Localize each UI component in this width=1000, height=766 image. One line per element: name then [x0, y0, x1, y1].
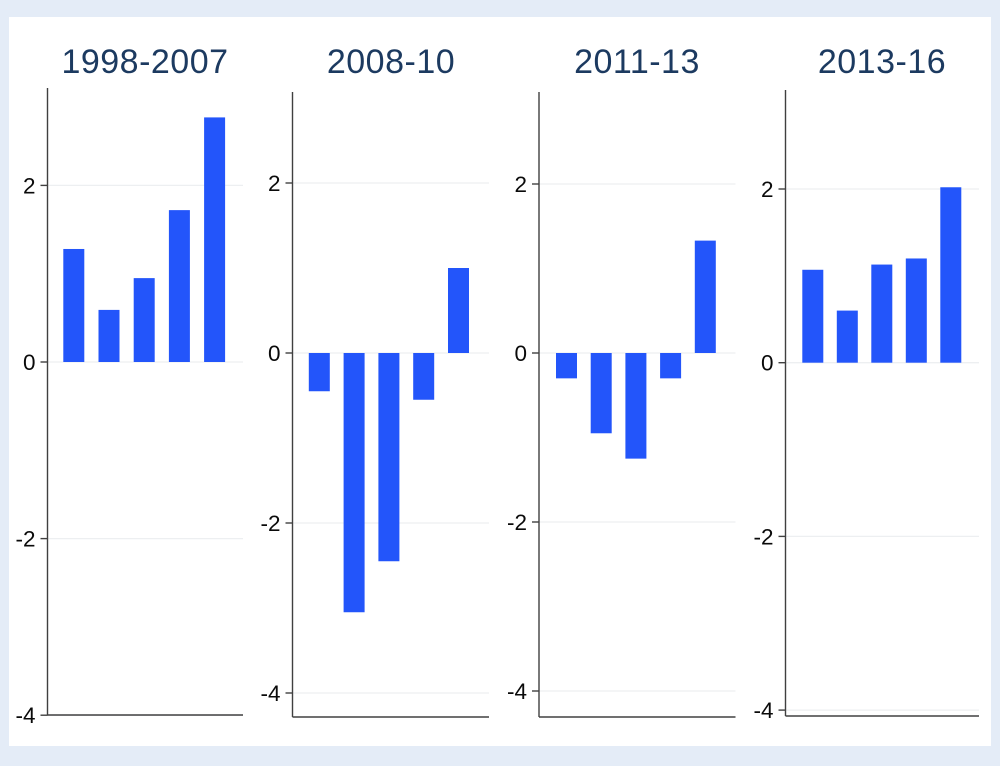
- bar-p4-1: [802, 269, 824, 363]
- bar-p2-2: [343, 353, 365, 613]
- ytick-label-p1--4: -4: [15, 703, 35, 728]
- bar-p3-2: [590, 353, 612, 434]
- bar-p2-1: [308, 353, 330, 392]
- ytick-label-p4-0: 0: [761, 351, 774, 376]
- bar-p2-5: [448, 268, 469, 353]
- bar-p4-2: [836, 310, 858, 363]
- bar-p2-3: [378, 353, 400, 562]
- panel-title-1998-2007: 1998-2007: [61, 43, 229, 81]
- bar-p4-5: [940, 187, 962, 363]
- panel-title-2011-13: 2011-13: [574, 43, 700, 81]
- bar-p2-4: [413, 353, 435, 400]
- bar-p1-5: [204, 117, 226, 362]
- bar-p4-3: [871, 264, 893, 363]
- bar-p1-3: [133, 278, 155, 362]
- ytick-label-p3-0: 0: [514, 341, 527, 366]
- graph-canvas: [9, 17, 991, 746]
- ytick-label-p3-2: 2: [514, 172, 527, 197]
- ytick-label-p1--2: -2: [15, 527, 35, 552]
- ytick-label-p4--4: -4: [753, 698, 773, 723]
- ytick-label-p2--4: -4: [260, 681, 280, 706]
- bar-p3-3: [625, 353, 647, 459]
- ytick-label-p3--4: -4: [507, 679, 527, 704]
- ytick-label-p2-2: 2: [268, 171, 281, 196]
- panel-title-2013-16: 2013-16: [817, 43, 947, 81]
- bar-p1-4: [168, 210, 190, 362]
- ytick-label-p2--2: -2: [260, 511, 280, 536]
- bar-p4-4: [905, 258, 927, 363]
- ytick-label-p3--2: -2: [507, 510, 527, 535]
- panel-title-2008-10: 2008-10: [326, 43, 456, 81]
- bar-p3-5: [694, 240, 716, 353]
- bar-p1-1: [63, 248, 85, 362]
- bar-p3-4: [660, 353, 682, 379]
- ytick-label-p4-2: 2: [761, 177, 774, 202]
- bar-p1-2: [98, 309, 120, 362]
- ytick-label-p1-0: 0: [23, 350, 36, 375]
- ytick-label-p2-0: 0: [268, 341, 281, 366]
- bar-p3-1: [556, 353, 577, 379]
- ytick-label-p4--2: -2: [753, 524, 773, 549]
- ytick-label-p1-2: 2: [23, 173, 36, 198]
